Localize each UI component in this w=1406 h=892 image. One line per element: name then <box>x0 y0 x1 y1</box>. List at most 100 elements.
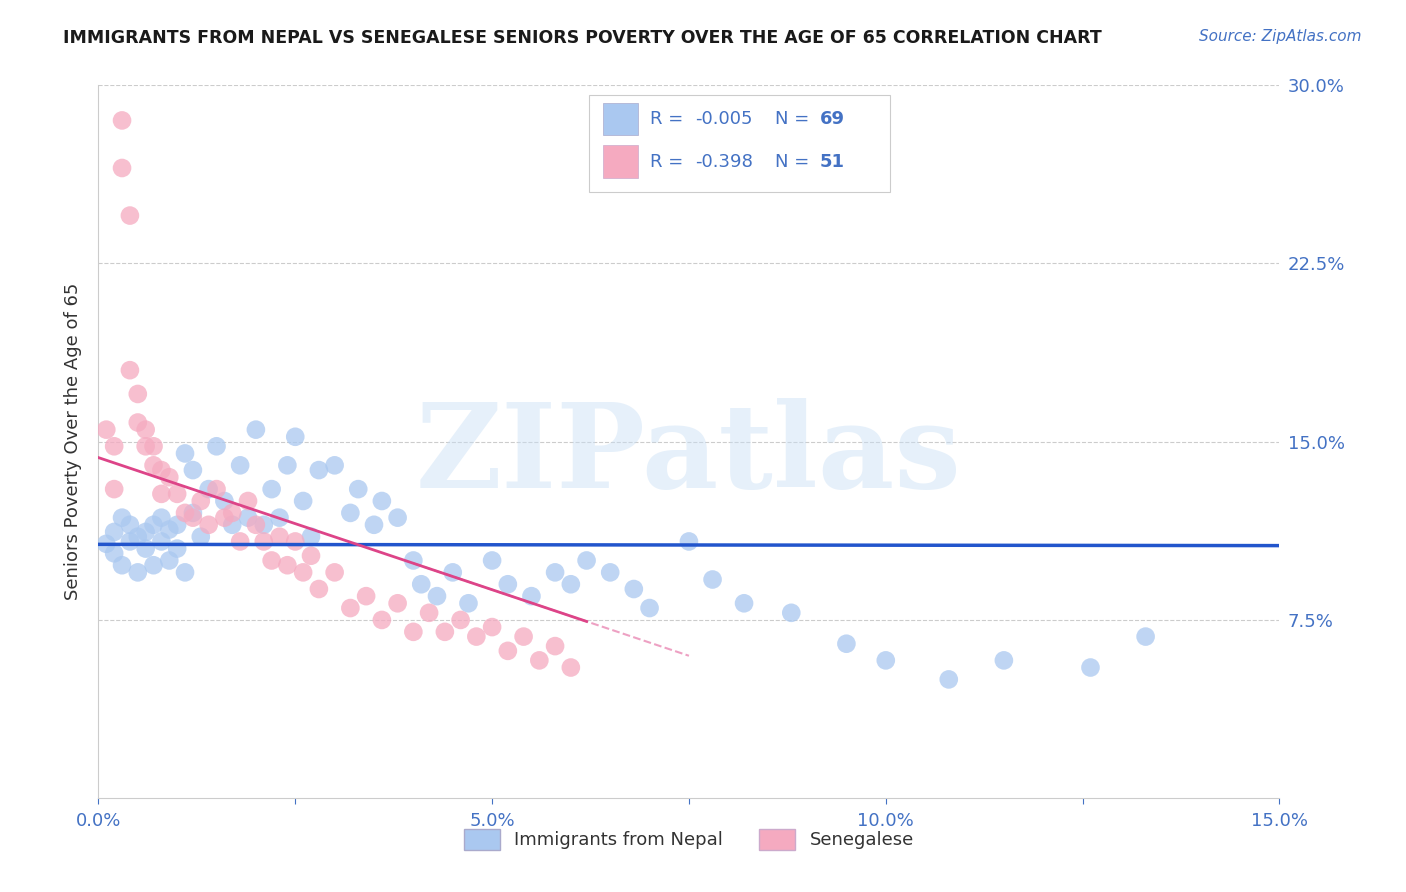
Text: N =: N = <box>775 110 815 128</box>
Point <box>678 534 700 549</box>
Point <box>299 530 322 544</box>
Point <box>157 470 180 484</box>
Point <box>835 637 858 651</box>
Point <box>118 209 141 223</box>
Point <box>993 653 1015 667</box>
Point <box>181 510 204 524</box>
Point <box>544 566 567 580</box>
Point <box>323 566 346 580</box>
Point <box>181 506 204 520</box>
Point <box>197 517 219 532</box>
Point <box>529 653 551 667</box>
Point <box>111 113 134 128</box>
Point <box>938 673 960 687</box>
Point <box>127 566 149 580</box>
Point <box>1080 660 1102 674</box>
Point <box>103 524 125 539</box>
Point <box>875 653 897 667</box>
Point <box>387 510 409 524</box>
Point <box>135 541 157 556</box>
Point <box>181 463 204 477</box>
Legend: Immigrants from Nepal, Senegalese: Immigrants from Nepal, Senegalese <box>457 822 921 857</box>
Point <box>339 601 361 615</box>
Point <box>260 553 283 567</box>
Point <box>221 517 243 532</box>
Point <box>142 517 165 532</box>
Point <box>308 463 330 477</box>
Point <box>174 566 197 580</box>
Bar <box>603 145 638 178</box>
Text: -0.398: -0.398 <box>695 153 752 170</box>
Point <box>544 639 567 653</box>
Point <box>496 577 519 591</box>
Point <box>512 630 534 644</box>
Y-axis label: Seniors Poverty Over the Age of 65: Seniors Poverty Over the Age of 65 <box>63 283 82 600</box>
Point <box>418 606 440 620</box>
Point <box>465 630 488 644</box>
Point <box>214 510 236 524</box>
Point <box>103 439 125 453</box>
Text: IMMIGRANTS FROM NEPAL VS SENEGALESE SENIORS POVERTY OVER THE AGE OF 65 CORRELATI: IMMIGRANTS FROM NEPAL VS SENEGALESE SENI… <box>63 29 1102 46</box>
Point <box>347 482 370 496</box>
Point <box>150 534 173 549</box>
Point <box>127 387 149 401</box>
Text: ZIPatlas: ZIPatlas <box>416 399 962 513</box>
Point <box>103 482 125 496</box>
FancyBboxPatch shape <box>589 95 890 192</box>
Point <box>157 523 180 537</box>
Point <box>1135 630 1157 644</box>
Point <box>197 482 219 496</box>
Point <box>411 577 433 591</box>
Point <box>214 494 236 508</box>
Point <box>575 553 598 567</box>
Point <box>190 530 212 544</box>
Point <box>111 558 134 573</box>
Point <box>111 161 134 175</box>
Text: Source: ZipAtlas.com: Source: ZipAtlas.com <box>1198 29 1361 44</box>
Point <box>481 620 503 634</box>
Point <box>450 613 472 627</box>
Point <box>135 524 157 539</box>
Point <box>245 423 267 437</box>
Point <box>229 534 252 549</box>
Point <box>157 553 180 567</box>
Point <box>323 458 346 473</box>
Point <box>205 439 228 453</box>
Point <box>457 596 479 610</box>
Point <box>150 510 173 524</box>
Point <box>111 510 134 524</box>
Point <box>284 430 307 444</box>
Point <box>127 416 149 430</box>
Point <box>103 546 125 560</box>
Point <box>402 553 425 567</box>
Text: 51: 51 <box>820 153 845 170</box>
Point <box>118 363 141 377</box>
Point <box>387 596 409 610</box>
Point <box>284 534 307 549</box>
Point <box>253 534 276 549</box>
Point <box>142 458 165 473</box>
Point <box>229 458 252 473</box>
Point <box>702 573 724 587</box>
Point <box>299 549 322 563</box>
Point <box>269 530 291 544</box>
Point <box>142 439 165 453</box>
Text: -0.005: -0.005 <box>695 110 752 128</box>
Point <box>354 589 377 603</box>
Point <box>481 553 503 567</box>
Point <box>118 517 141 532</box>
Point <box>520 589 543 603</box>
Point <box>166 541 188 556</box>
Point <box>339 506 361 520</box>
Point <box>174 506 197 520</box>
Point <box>638 601 661 615</box>
Text: R =: R = <box>650 153 689 170</box>
Point <box>96 537 118 551</box>
Point <box>135 439 157 453</box>
Point <box>292 494 315 508</box>
Point <box>96 423 118 437</box>
Point <box>276 458 298 473</box>
Point <box>142 558 165 573</box>
Point <box>496 644 519 658</box>
Point <box>733 596 755 610</box>
